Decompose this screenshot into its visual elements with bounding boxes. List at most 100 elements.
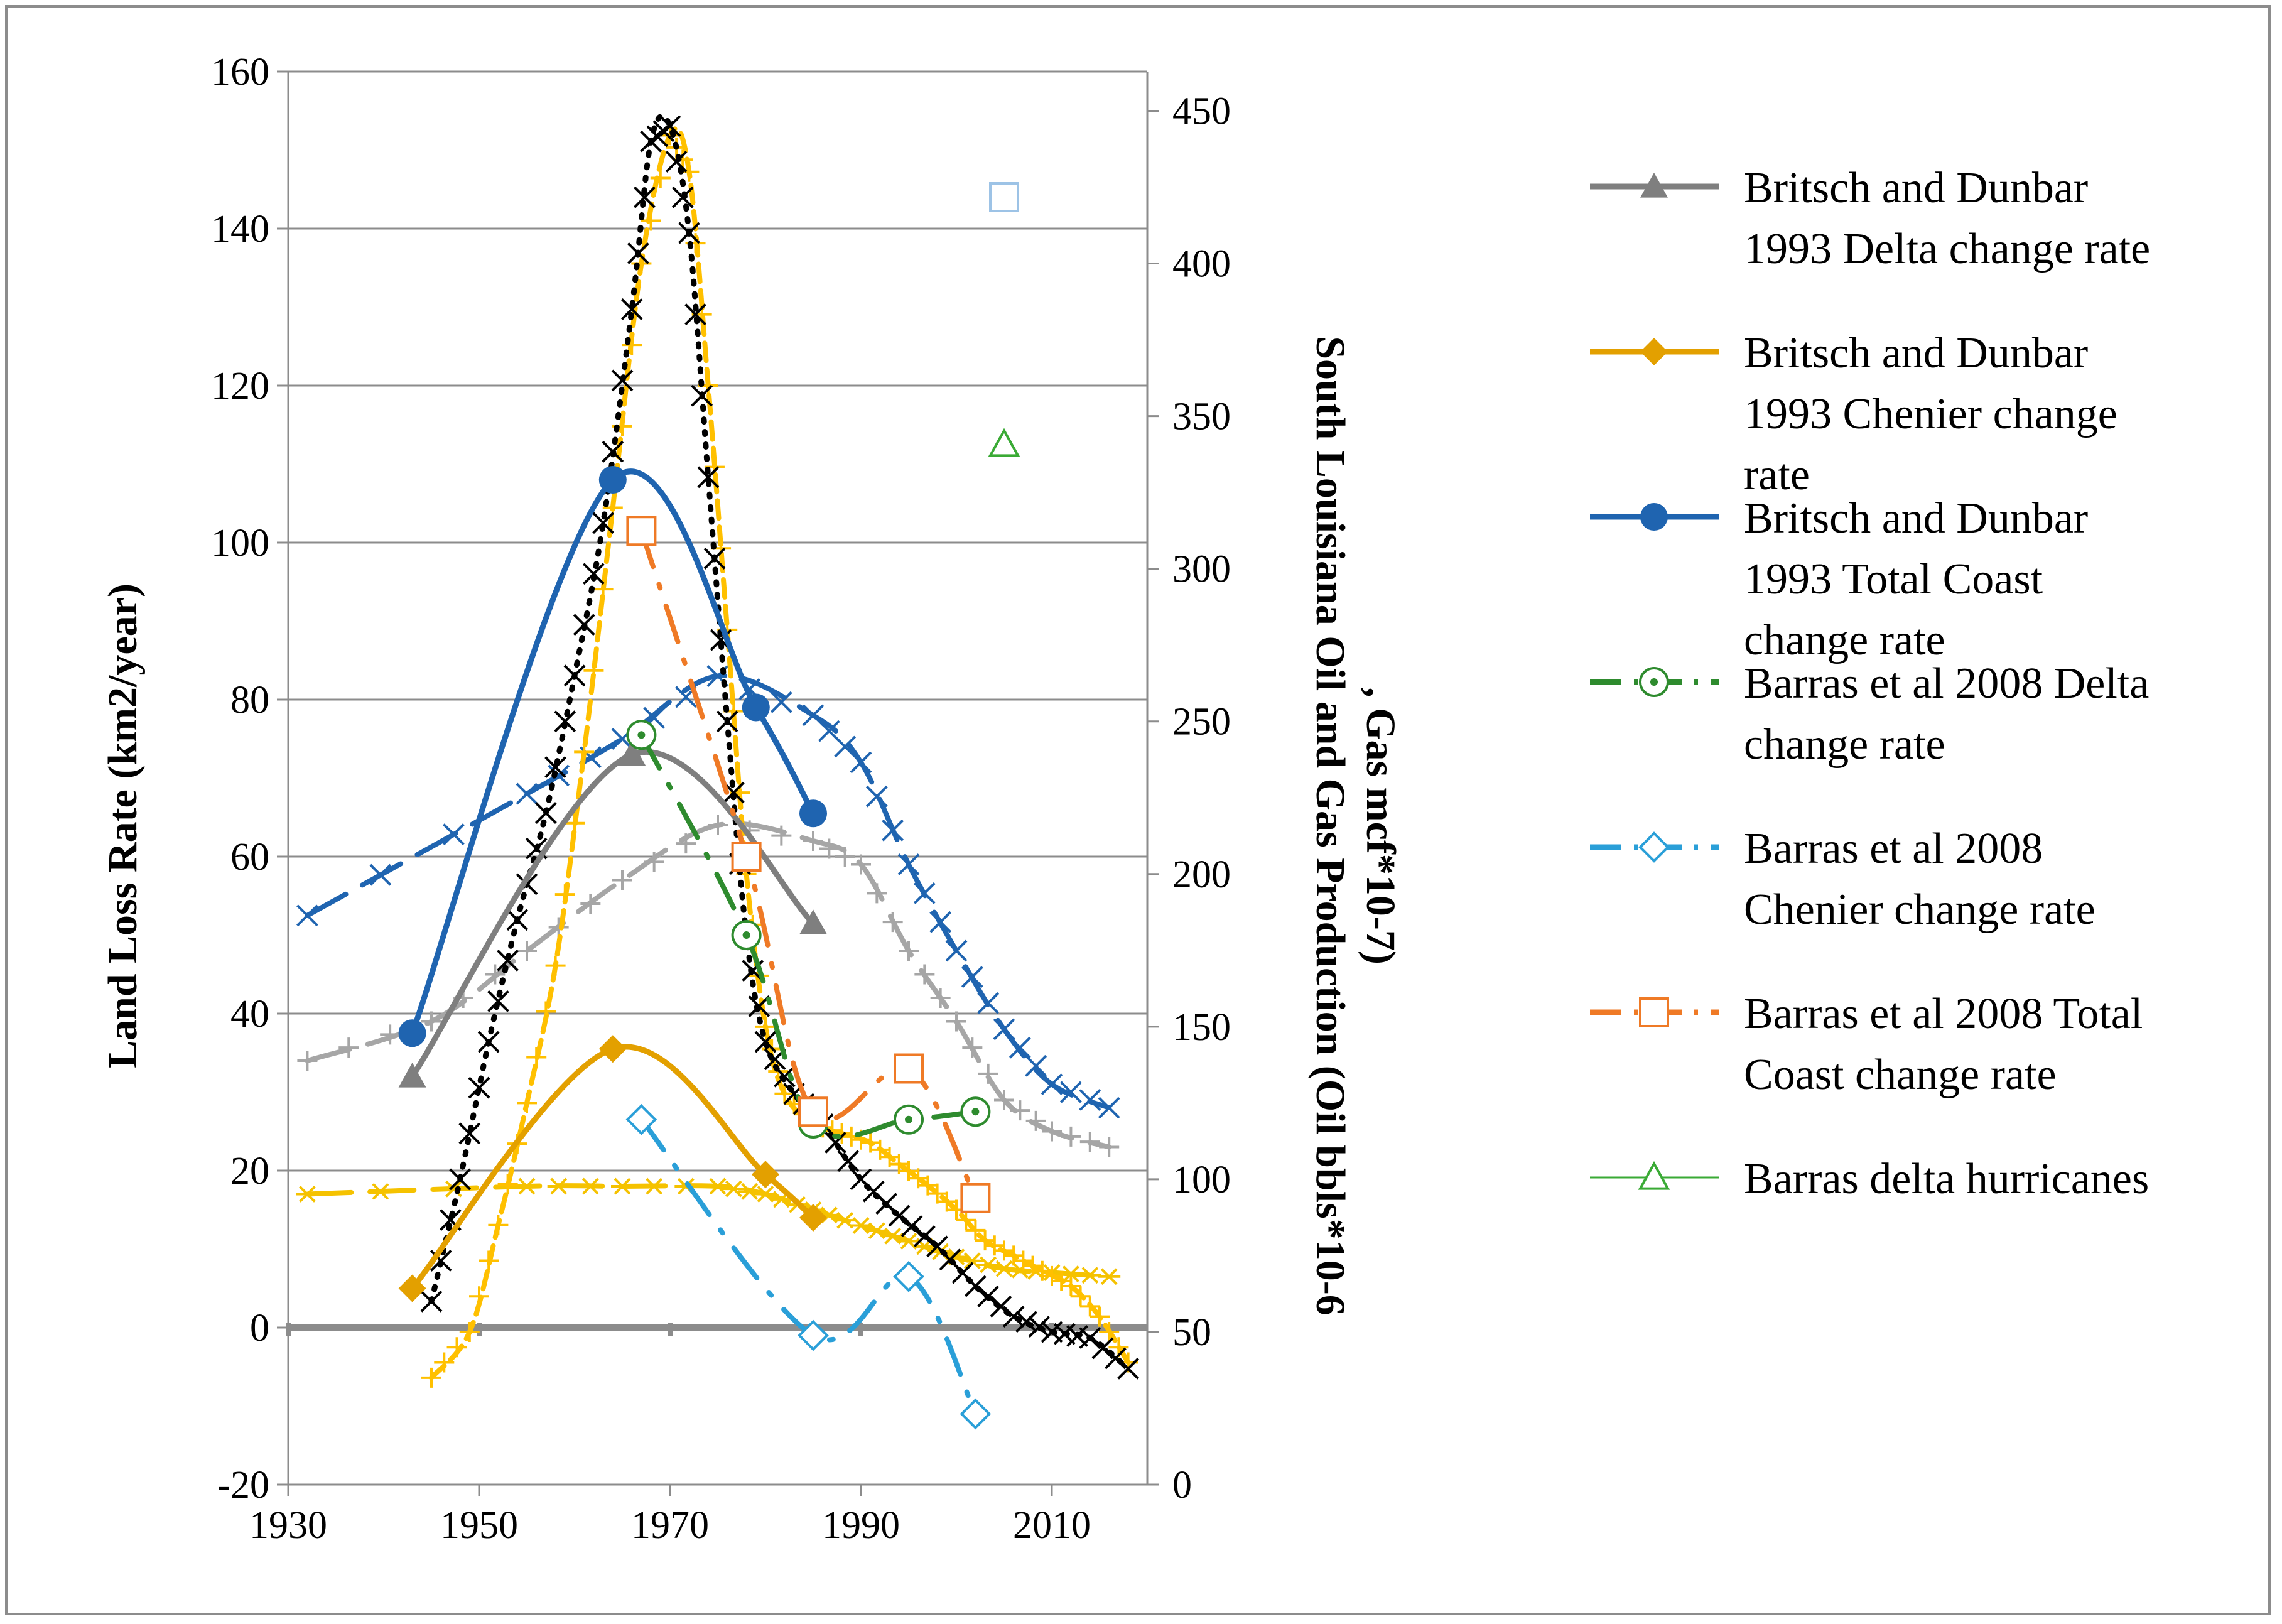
data-point (1041, 1073, 1063, 1095)
legend-label: Barras et al 2008 Total (1744, 990, 2143, 1038)
data-point (468, 1076, 490, 1099)
data-point (1061, 1276, 1081, 1297)
data-point (1025, 1054, 1047, 1077)
left-tick-label: 20 (230, 1150, 269, 1193)
data-point (547, 1177, 570, 1195)
data-point (706, 1177, 729, 1195)
legend-label: 1993 Chenier change (1744, 390, 2117, 438)
left-tick-label: 0 (250, 1307, 269, 1350)
data-point (487, 990, 509, 1012)
data-point (865, 785, 888, 808)
data-point (961, 1252, 984, 1270)
left-tick-label: -20 (217, 1464, 269, 1507)
series-7 (988, 428, 1020, 457)
data-point (1025, 1110, 1046, 1131)
data-point (1022, 1255, 1043, 1276)
data-point (977, 1285, 1000, 1307)
left-axis-title: Land Loss Rate (km2/year) (100, 583, 146, 1068)
legend-item: Britsch and Dunbar 1993 Total Coast change… (1590, 494, 2088, 664)
data-point (398, 1063, 426, 1088)
data-point (927, 1183, 948, 1204)
series-line (409, 1044, 816, 1291)
legend-label: Chenier change rate (1744, 885, 2095, 934)
right-tick-label: 0 (1172, 1464, 1192, 1507)
data-point (485, 964, 506, 985)
data-point (1070, 1286, 1091, 1307)
data-point (1003, 1245, 1024, 1266)
data-point (989, 182, 1019, 212)
data-point (488, 1215, 509, 1235)
data-point (984, 1235, 1005, 1256)
series-0 (398, 740, 827, 1088)
series-8 (296, 665, 1120, 1119)
data-point (960, 1183, 991, 1213)
data-point (1079, 1089, 1101, 1111)
data-point (1015, 1311, 1037, 1333)
data-point (627, 242, 649, 264)
data-point (914, 964, 935, 985)
chart-frame: -20 0 20 40 60 80 100 120 140 160 0 50 100 150 200 250… (5, 5, 2271, 1615)
data-point (1078, 1267, 1101, 1284)
series-line (409, 468, 816, 1036)
data-point (659, 115, 681, 138)
data-point (770, 691, 792, 713)
data-point (602, 440, 624, 463)
data-point (421, 1011, 441, 1032)
legend-label: Coast change rate (1744, 1051, 2057, 1099)
x-tick-label: 2010 (1013, 1504, 1091, 1547)
data-point (960, 1398, 992, 1430)
data-point (1079, 1132, 1100, 1152)
data-point (684, 303, 706, 325)
data-point (962, 1037, 983, 1058)
data-point (641, 210, 661, 231)
data-point (644, 852, 664, 872)
left-tick-label: 60 (230, 836, 269, 879)
x-tick-label: 1930 (249, 1504, 327, 1547)
data-point (990, 1296, 1012, 1318)
data-point (665, 151, 688, 173)
data-point (964, 1275, 987, 1297)
left-tick-label: 140 (211, 208, 269, 251)
legend-label: change rate (1744, 616, 1945, 664)
data-point (752, 1161, 779, 1189)
legend-swatch-marker (1640, 338, 1668, 365)
data-point (580, 894, 601, 914)
data-point (625, 1103, 657, 1135)
series-line (409, 749, 816, 1080)
data-point (882, 912, 903, 933)
data-point (803, 831, 823, 851)
data-point (993, 1260, 1015, 1277)
data-point (835, 847, 855, 867)
data-point (398, 1274, 426, 1302)
data-point (565, 813, 585, 833)
data-point (731, 920, 762, 950)
data-point (774, 1083, 795, 1104)
data-point (850, 751, 872, 774)
left-tick-label: 40 (230, 993, 269, 1036)
data-point (516, 782, 538, 805)
data-point (882, 819, 904, 842)
series-6 (989, 182, 1019, 212)
data-point (899, 941, 919, 961)
data-point (946, 1011, 966, 1032)
series-11 (421, 125, 1138, 1388)
legend-swatch-marker (1640, 503, 1668, 531)
data-point (913, 882, 936, 904)
data-point (449, 1168, 472, 1191)
data-point (660, 125, 680, 146)
data-point (731, 842, 762, 872)
legend-item: Barras et al 2008 Delta change rate (1590, 659, 2149, 769)
legend-item: Barras et al 2008 Chenier change rate (1590, 825, 2095, 934)
legend-swatch-marker (1639, 997, 1669, 1027)
left-tick-label: 100 (211, 522, 269, 565)
data-point (563, 664, 586, 687)
right-tick-label: 200 (1172, 853, 1231, 896)
data-point (442, 1180, 465, 1198)
right-tick-label: 250 (1172, 701, 1231, 744)
data-point (554, 710, 576, 733)
data-point (598, 1035, 627, 1063)
data-point (894, 1053, 924, 1084)
data-point (1059, 1081, 1082, 1103)
data-point (1013, 1250, 1034, 1271)
data-point (622, 335, 642, 355)
